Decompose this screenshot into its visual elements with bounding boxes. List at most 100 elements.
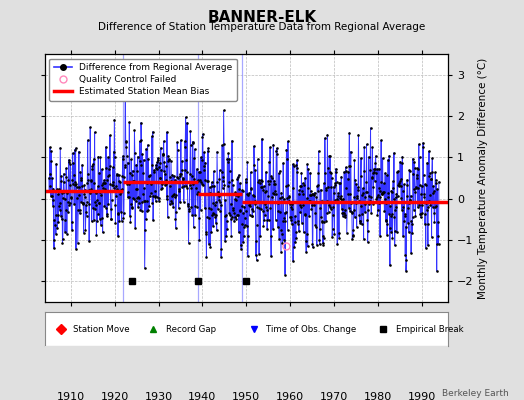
Point (148, 133, 156, 140)
Point (193, 204, 202, 210)
Point (116, 191, 124, 198)
Point (313, 182, 322, 188)
Point (344, 190, 352, 197)
Point (75, 148, 83, 155)
Point (83, 180, 92, 186)
Point (424, 204, 432, 210)
Point (82, 212, 91, 219)
Point (231, 196, 239, 202)
Point (203, 213, 211, 220)
Point (186, 171, 194, 177)
Text: Difference of Station Temperature Data from Regional Average: Difference of Station Temperature Data f… (99, 22, 425, 32)
Point (371, 160, 379, 166)
Point (181, 138, 189, 144)
Point (201, 159, 210, 166)
Point (156, 159, 164, 166)
Point (370, 169, 378, 175)
Point (199, 182, 208, 188)
Point (423, 160, 431, 166)
Point (332, 179, 341, 185)
Point (309, 190, 318, 197)
Point (322, 210, 331, 216)
Point (46, 171, 54, 178)
Point (65, 202, 73, 208)
Point (140, 185, 148, 192)
Point (337, 173, 345, 180)
Point (300, 229, 308, 236)
Point (299, 191, 308, 197)
Point (313, 182, 321, 189)
Point (254, 179, 262, 186)
Point (157, 186, 165, 192)
Point (435, 179, 443, 185)
Point (330, 184, 338, 190)
Point (122, 138, 130, 144)
Point (333, 195, 341, 202)
Point (313, 242, 321, 248)
Point (165, 156, 173, 162)
Point (105, 166, 113, 172)
Point (416, 182, 424, 188)
Point (136, 158, 144, 164)
Point (300, 199, 309, 206)
Point (243, 223, 251, 229)
Point (317, 214, 325, 221)
Point (398, 154, 407, 160)
Point (344, 169, 353, 175)
Point (237, 203, 246, 210)
Point (129, 177, 137, 184)
Point (117, 218, 126, 224)
Point (297, 183, 305, 189)
Point (321, 170, 330, 176)
Point (49, 202, 57, 209)
Point (123, 153, 131, 160)
Point (391, 194, 400, 200)
Point (186, 128, 194, 134)
Point (96, 222, 105, 228)
Point (91, 129, 99, 135)
Point (76, 206, 84, 213)
Point (272, 150, 281, 157)
Point (432, 203, 440, 209)
Point (126, 213, 134, 219)
Point (118, 186, 126, 192)
Text: Station Move: Station Move (73, 324, 129, 334)
Point (336, 180, 344, 186)
Point (208, 179, 216, 185)
Point (352, 200, 360, 206)
Point (411, 164, 419, 171)
Point (112, 183, 120, 190)
Point (351, 177, 359, 183)
Point (343, 175, 352, 182)
Point (62, 173, 71, 180)
Point (257, 206, 266, 212)
Point (52, 160, 60, 167)
Point (326, 168, 334, 175)
Point (178, 166, 186, 173)
Point (62, 165, 70, 172)
Point (202, 228, 210, 235)
Point (189, 181, 198, 188)
Point (115, 172, 123, 178)
Point (293, 157, 301, 163)
Point (194, 177, 203, 183)
Point (190, 176, 199, 182)
Point (305, 212, 313, 219)
Point (334, 193, 342, 199)
Point (152, 194, 161, 200)
Point (285, 194, 293, 200)
Point (429, 190, 437, 196)
Point (271, 216, 280, 223)
Point (371, 166, 379, 172)
Point (60, 189, 69, 195)
Point (279, 218, 287, 224)
Point (248, 213, 256, 219)
Point (230, 207, 238, 213)
Point (365, 154, 373, 160)
Point (405, 200, 413, 206)
Point (158, 181, 166, 188)
Point (338, 198, 346, 204)
Point (216, 202, 225, 208)
Point (426, 192, 434, 199)
Point (305, 192, 314, 198)
